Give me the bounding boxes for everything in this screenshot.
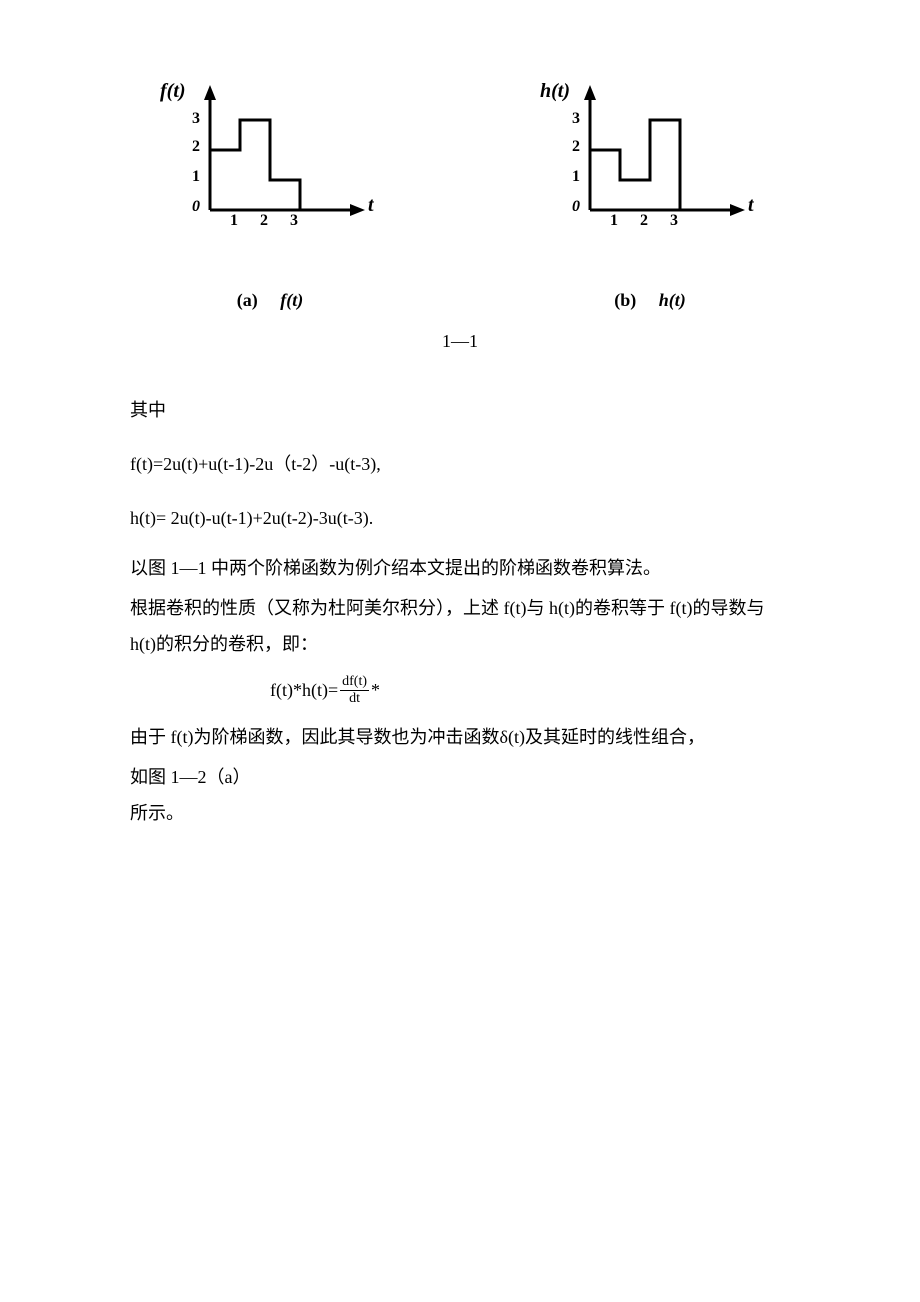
xtick-h-1: 1 [610, 212, 618, 230]
origin-h: 0 [572, 198, 580, 216]
ytick-f-3: 3 [192, 110, 200, 128]
figure-b: h(t) 3 2 1 0 1 2 3 t (b) h(t) [510, 80, 790, 311]
text-where: 其中 [130, 392, 790, 428]
origin-f: 0 [192, 198, 200, 216]
para-4: 如图 1—2（a） [130, 759, 790, 795]
equation-conv: f(t)*h(t)= df(t) dt * [270, 674, 790, 707]
caption-a-marker: (a) [237, 290, 258, 310]
eq-frac-num: df(t) [340, 674, 369, 691]
x-label-f: t [368, 194, 374, 217]
ytick-h-3: 3 [572, 110, 580, 128]
eq-fraction: df(t) dt [340, 674, 369, 707]
x-label-h: t [748, 194, 754, 217]
plot-f-svg [160, 80, 380, 240]
ytick-f-2: 2 [192, 138, 200, 156]
figure-number: 1—1 [130, 331, 790, 352]
xtick-f-1: 1 [230, 212, 238, 230]
plot-f: f(t) 3 2 1 0 1 2 3 t [160, 80, 380, 240]
caption-b-func: h(t) [659, 290, 686, 310]
para-3: 由于 f(t)为阶梯函数，因此其导数也为冲击函数δ(t)及其延时的线性组合， [130, 719, 790, 755]
figures-row: f(t) 3 2 1 0 1 2 3 t (a) f(t) [130, 80, 790, 311]
figure-a: f(t) 3 2 1 0 1 2 3 t (a) f(t) [130, 80, 410, 311]
ytick-f-1: 1 [192, 168, 200, 186]
caption-b: (b) h(t) [614, 290, 686, 311]
para-1: 以图 1—1 中两个阶梯函数为例介绍本文提出的阶梯函数卷积算法。 [130, 550, 790, 586]
xtick-f-3: 3 [290, 212, 298, 230]
plot-h: h(t) 3 2 1 0 1 2 3 t [540, 80, 760, 240]
caption-a-func: f(t) [280, 290, 303, 310]
xtick-f-2: 2 [260, 212, 268, 230]
para-5: 所示。 [130, 795, 790, 831]
caption-b-marker: (b) [614, 290, 636, 310]
y-label-f: f(t) [160, 80, 186, 103]
eq-frac-den: dt [347, 691, 362, 707]
plot-h-svg [540, 80, 760, 240]
eq-lhs: f(t)*h(t)= [270, 680, 338, 701]
caption-a: (a) f(t) [237, 290, 303, 311]
xtick-h-3: 3 [670, 212, 678, 230]
xtick-h-2: 2 [640, 212, 648, 230]
ytick-h-1: 1 [572, 168, 580, 186]
eq-h: h(t)= 2u(t)-u(t-1)+2u(t-2)-3u(t-3). [130, 500, 790, 536]
para-2: 根据卷积的性质（又称为杜阿美尔积分），上述 f(t)与 h(t)的卷积等于 f(… [130, 590, 790, 662]
eq-tail: * [371, 680, 380, 701]
ytick-h-2: 2 [572, 138, 580, 156]
y-label-h: h(t) [540, 80, 570, 103]
eq-f: f(t)=2u(t)+u(t-1)-2u（t-2）-u(t-3), [130, 446, 790, 482]
